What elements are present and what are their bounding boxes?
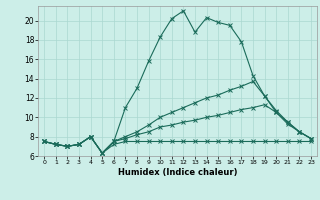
X-axis label: Humidex (Indice chaleur): Humidex (Indice chaleur) (118, 168, 237, 177)
